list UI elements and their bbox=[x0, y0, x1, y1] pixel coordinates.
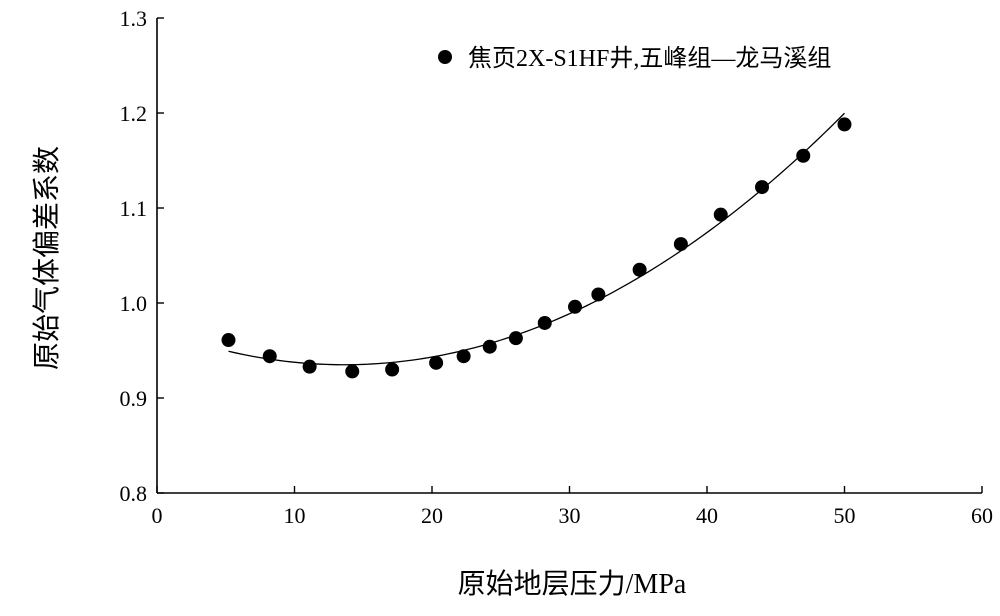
legend-marker bbox=[438, 50, 452, 64]
data-point bbox=[482, 339, 497, 354]
axes bbox=[156, 18, 982, 494]
fit-curve-group bbox=[228, 112, 845, 366]
y-tick-label: 1.0 bbox=[120, 291, 148, 316]
x-tick-label: 60 bbox=[971, 503, 993, 528]
data-point bbox=[796, 148, 811, 163]
x-tick-label: 30 bbox=[559, 503, 581, 528]
data-point bbox=[568, 299, 582, 314]
legend: 焦页2X-S1HF井,五峰组—龙马溪组 bbox=[438, 45, 831, 72]
fit-curve bbox=[228, 112, 845, 366]
y-tick-label: 1.2 bbox=[120, 101, 148, 126]
data-points bbox=[221, 117, 852, 379]
y-axis-title: 原始气体偏差系数 bbox=[31, 146, 63, 370]
data-point bbox=[537, 315, 552, 330]
data-point bbox=[302, 359, 317, 374]
data-point bbox=[429, 355, 444, 370]
data-point bbox=[456, 349, 471, 364]
legend-label: 焦页2X-S1HF井,五峰组—龙马溪组 bbox=[468, 45, 831, 72]
data-point bbox=[345, 364, 360, 379]
x-tick-label: 0 bbox=[152, 503, 163, 528]
x-tick-label: 20 bbox=[421, 503, 443, 528]
y-tick-label: 1.3 bbox=[120, 6, 148, 31]
x-tick-label: 40 bbox=[696, 503, 718, 528]
x-axis-title: 原始地层压力/MPa bbox=[458, 568, 687, 600]
data-point bbox=[755, 180, 769, 195]
ticks: 0 10 20 30 40 50 60 0.8 0.9 1.0 1.1 1.2 1.3 bbox=[120, 6, 994, 528]
data-point bbox=[508, 331, 523, 346]
data-point bbox=[673, 237, 688, 252]
y-tick-label: 1.1 bbox=[120, 196, 148, 221]
y-tick-label: 0.8 bbox=[120, 481, 148, 506]
data-point bbox=[262, 349, 277, 364]
data-point bbox=[591, 287, 606, 302]
y-tick-label: 0.9 bbox=[120, 386, 148, 411]
x-tick-label: 50 bbox=[834, 503, 856, 528]
data-point bbox=[837, 117, 852, 132]
data-point bbox=[385, 362, 400, 377]
x-tick-label: 10 bbox=[284, 503, 306, 528]
data-point bbox=[713, 207, 728, 222]
data-point bbox=[632, 262, 647, 277]
data-point bbox=[221, 333, 236, 348]
